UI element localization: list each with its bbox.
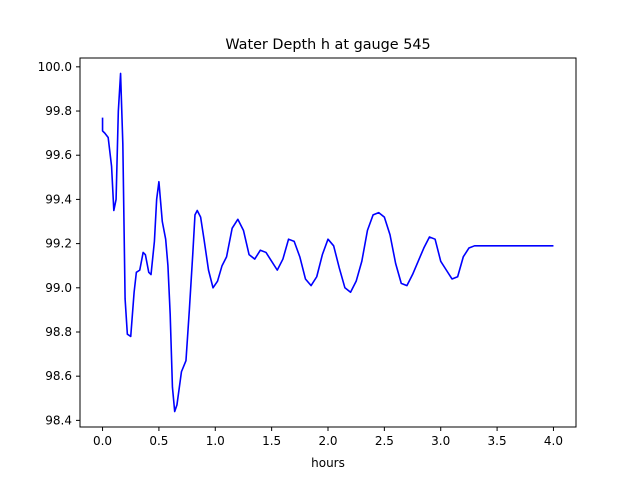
chart-title: Water Depth h at gauge 545 xyxy=(225,37,430,53)
y-axis: 98.4 98.6 98.8 99.0 99.2 99.4 99.6 99.8 100.0 xyxy=(38,60,80,427)
x-tick-label: 0.5 xyxy=(149,434,168,448)
y-tick-label: 99.4 xyxy=(45,192,72,206)
x-tick-label: 0.0 xyxy=(93,434,112,448)
y-tick-label: 99.2 xyxy=(45,237,72,251)
x-tick-label: 1.0 xyxy=(206,434,225,448)
y-tick-label: 98.6 xyxy=(45,369,72,383)
x-tick-label: 1.5 xyxy=(262,434,281,448)
x-tick-label: 2.5 xyxy=(375,434,394,448)
x-tick-label: 3.5 xyxy=(488,434,507,448)
y-tick-label: 99.8 xyxy=(45,104,72,118)
y-tick-label: 100.0 xyxy=(38,60,72,74)
x-tick-label: 4.0 xyxy=(544,434,563,448)
x-axis-label: hours xyxy=(311,456,345,470)
plot-area xyxy=(101,72,554,413)
y-tick-label: 99.0 xyxy=(45,281,72,295)
y-tick-label: 98.8 xyxy=(45,325,72,339)
y-tick-label: 99.6 xyxy=(45,148,72,162)
x-tick-label: 2.0 xyxy=(318,434,337,448)
y-tick-label: 98.4 xyxy=(45,413,72,427)
x-axis: 0.0 0.5 1.0 1.5 2.0 2.5 3.0 3.5 4.0 xyxy=(93,427,563,448)
series-line-0 xyxy=(101,72,554,413)
x-tick-label: 3.0 xyxy=(431,434,450,448)
